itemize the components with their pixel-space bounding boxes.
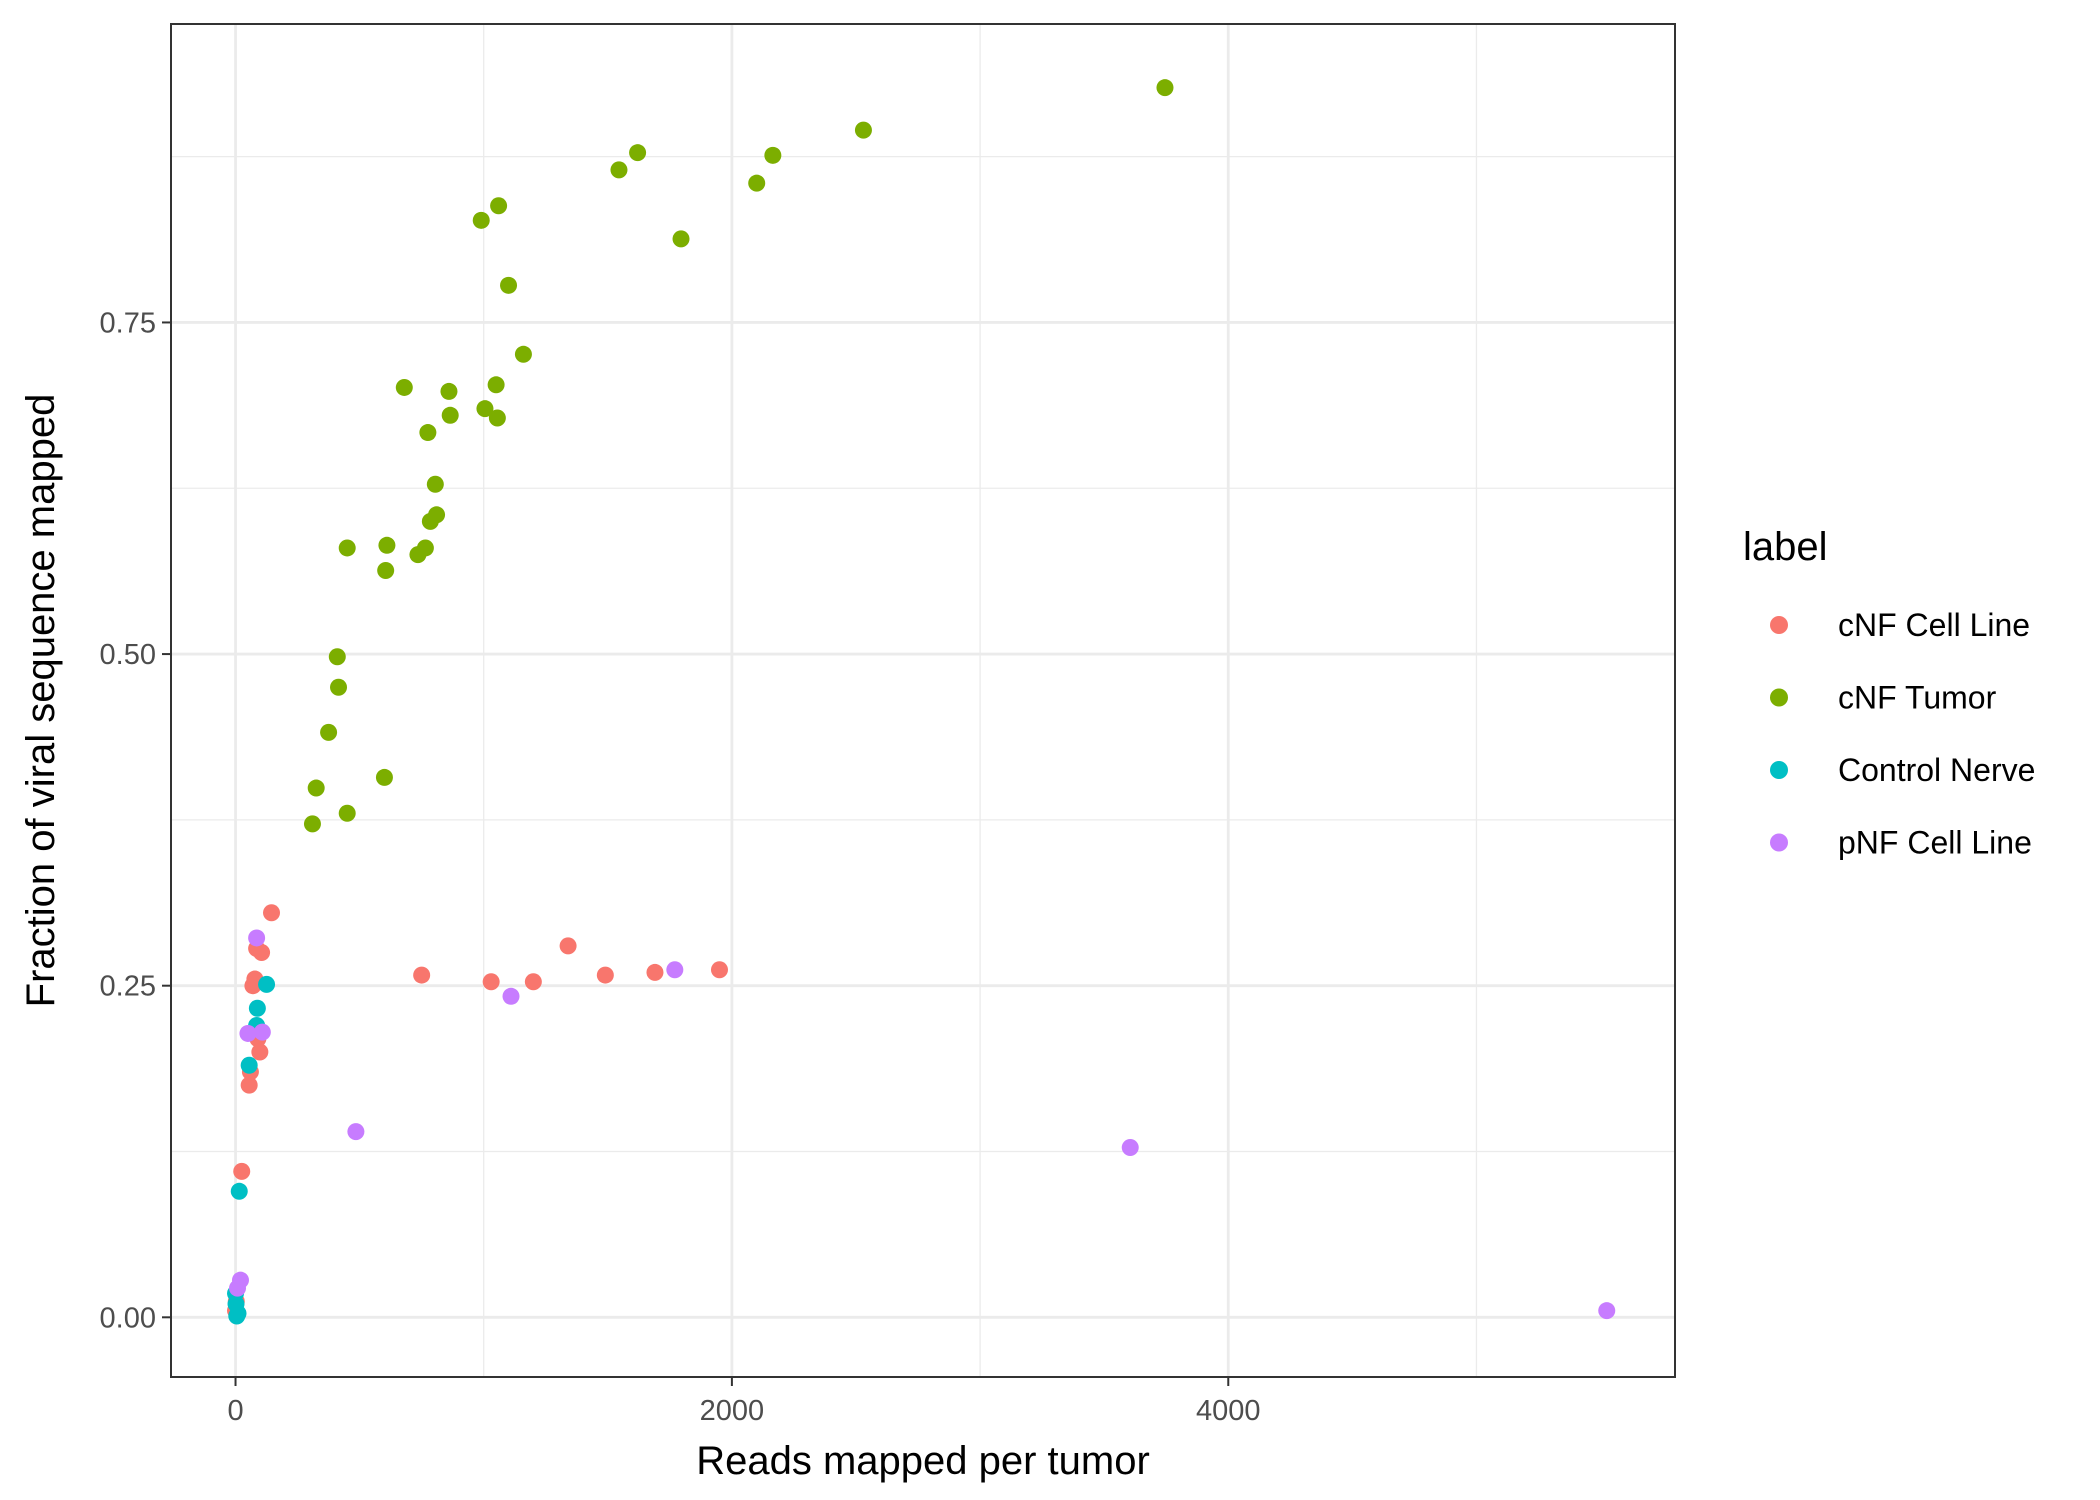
point-cnf-tumor <box>472 211 490 229</box>
y-tick-label: 0.75 <box>100 307 156 339</box>
point-cnf-tumor <box>320 723 338 741</box>
legend-key-pnf-cell-line <box>1770 833 1788 852</box>
point-cnf-tumor <box>441 406 459 424</box>
point-cnf-tumor <box>476 400 494 418</box>
point-pnf-cell-line <box>239 1024 257 1042</box>
point-cnf-tumor <box>610 161 628 179</box>
point-cnf-tumor <box>328 648 346 666</box>
point-pnf-cell-line <box>248 929 266 947</box>
y-tick-label: 0.00 <box>100 1302 156 1334</box>
legend-title: label <box>1743 525 1828 569</box>
point-cnf-tumor <box>426 475 444 493</box>
point-cnf-cell-line <box>251 1043 269 1061</box>
data-points <box>227 79 1616 1325</box>
point-cnf-tumor <box>338 539 356 557</box>
point-cnf-tumor <box>428 506 446 524</box>
plot-background <box>171 24 1675 1377</box>
point-cnf-tumor <box>490 197 508 215</box>
legend-label-cnf-tumor: cNF Tumor <box>1838 680 1997 716</box>
point-cnf-tumor <box>1156 79 1174 97</box>
point-cnf-tumor <box>748 174 766 192</box>
point-cnf-tumor <box>378 536 396 554</box>
y-axis-title: Fraction of viral sequence mapped <box>19 394 63 1008</box>
x-axis: 0 2000 4000 <box>227 1377 1261 1427</box>
point-cnf-tumor <box>416 539 434 557</box>
point-cnf-cell-line <box>559 937 577 955</box>
point-pnf-cell-line <box>1598 1302 1616 1320</box>
point-cnf-tumor <box>514 345 532 363</box>
legend-key-cnf-cell-line <box>1770 616 1788 634</box>
point-pnf-cell-line <box>347 1123 365 1141</box>
point-control-nerve <box>258 975 276 993</box>
point-cnf-tumor <box>307 779 325 797</box>
point-cnf-tumor <box>629 144 647 162</box>
point-cnf-tumor <box>854 121 872 139</box>
y-axis: 0.00 0.25 0.50 0.75 <box>100 307 171 1334</box>
point-cnf-tumor <box>377 562 395 580</box>
point-cnf-tumor <box>440 382 458 400</box>
plot-panel <box>170 23 1676 1378</box>
legend-label-control-nerve: Control Nerve <box>1838 752 2035 788</box>
point-cnf-tumor <box>330 678 348 696</box>
plot-border <box>170 23 1676 1378</box>
point-cnf-cell-line <box>524 973 542 991</box>
point-control-nerve <box>248 999 266 1017</box>
point-control-nerve <box>229 1304 247 1322</box>
legend-key-cnf-tumor <box>1770 688 1788 707</box>
x-tick-label: 0 <box>227 1395 243 1427</box>
point-pnf-cell-line <box>1121 1139 1139 1157</box>
legend-key-control-nerve <box>1770 761 1788 779</box>
point-pnf-cell-line <box>502 987 520 1005</box>
point-cnf-tumor <box>419 424 437 442</box>
point-cnf-tumor <box>488 409 506 427</box>
point-cnf-tumor <box>764 146 782 164</box>
legend-label-pnf-cell-line: pNF Cell Line <box>1838 825 2032 861</box>
point-cnf-tumor <box>303 815 321 833</box>
point-cnf-cell-line <box>596 966 614 984</box>
point-cnf-cell-line <box>646 963 664 981</box>
point-pnf-cell-line <box>666 961 684 979</box>
point-cnf-cell-line <box>233 1162 251 1180</box>
point-cnf-cell-line <box>263 904 281 922</box>
point-control-nerve <box>230 1182 248 1200</box>
point-cnf-cell-line <box>482 973 500 991</box>
y-tick-label: 0.50 <box>100 639 156 671</box>
minor-gridlines <box>171 24 1675 1377</box>
x-tick-label: 2000 <box>700 1395 765 1427</box>
point-cnf-tumor <box>500 276 518 294</box>
point-cnf-tumor <box>338 804 356 822</box>
point-pnf-cell-line <box>231 1271 249 1289</box>
point-cnf-cell-line <box>253 944 271 962</box>
point-cnf-cell-line <box>710 961 728 979</box>
legend-label-cnf-cell-line: cNF Cell Line <box>1838 607 2030 643</box>
legend-items: cNF Cell Line cNF Tumor Control Nerve pNF C… <box>1770 607 2035 861</box>
point-pnf-cell-line <box>253 1023 271 1041</box>
point-cnf-tumor <box>395 378 413 396</box>
x-tick-label: 4000 <box>1196 1395 1261 1427</box>
point-control-nerve <box>240 1056 258 1074</box>
major-gridlines <box>171 24 1675 1377</box>
point-cnf-tumor <box>672 230 690 248</box>
point-cnf-tumor <box>375 768 393 786</box>
point-cnf-cell-line <box>413 966 431 984</box>
legend: label cNF Cell Line cNF Tumor Control Nerv… <box>1743 525 2035 861</box>
y-tick-label: 0.25 <box>100 971 156 1003</box>
x-axis-title: Reads mapped per tumor <box>696 1439 1150 1483</box>
point-cnf-cell-line <box>240 1076 258 1094</box>
point-cnf-tumor <box>487 376 505 394</box>
